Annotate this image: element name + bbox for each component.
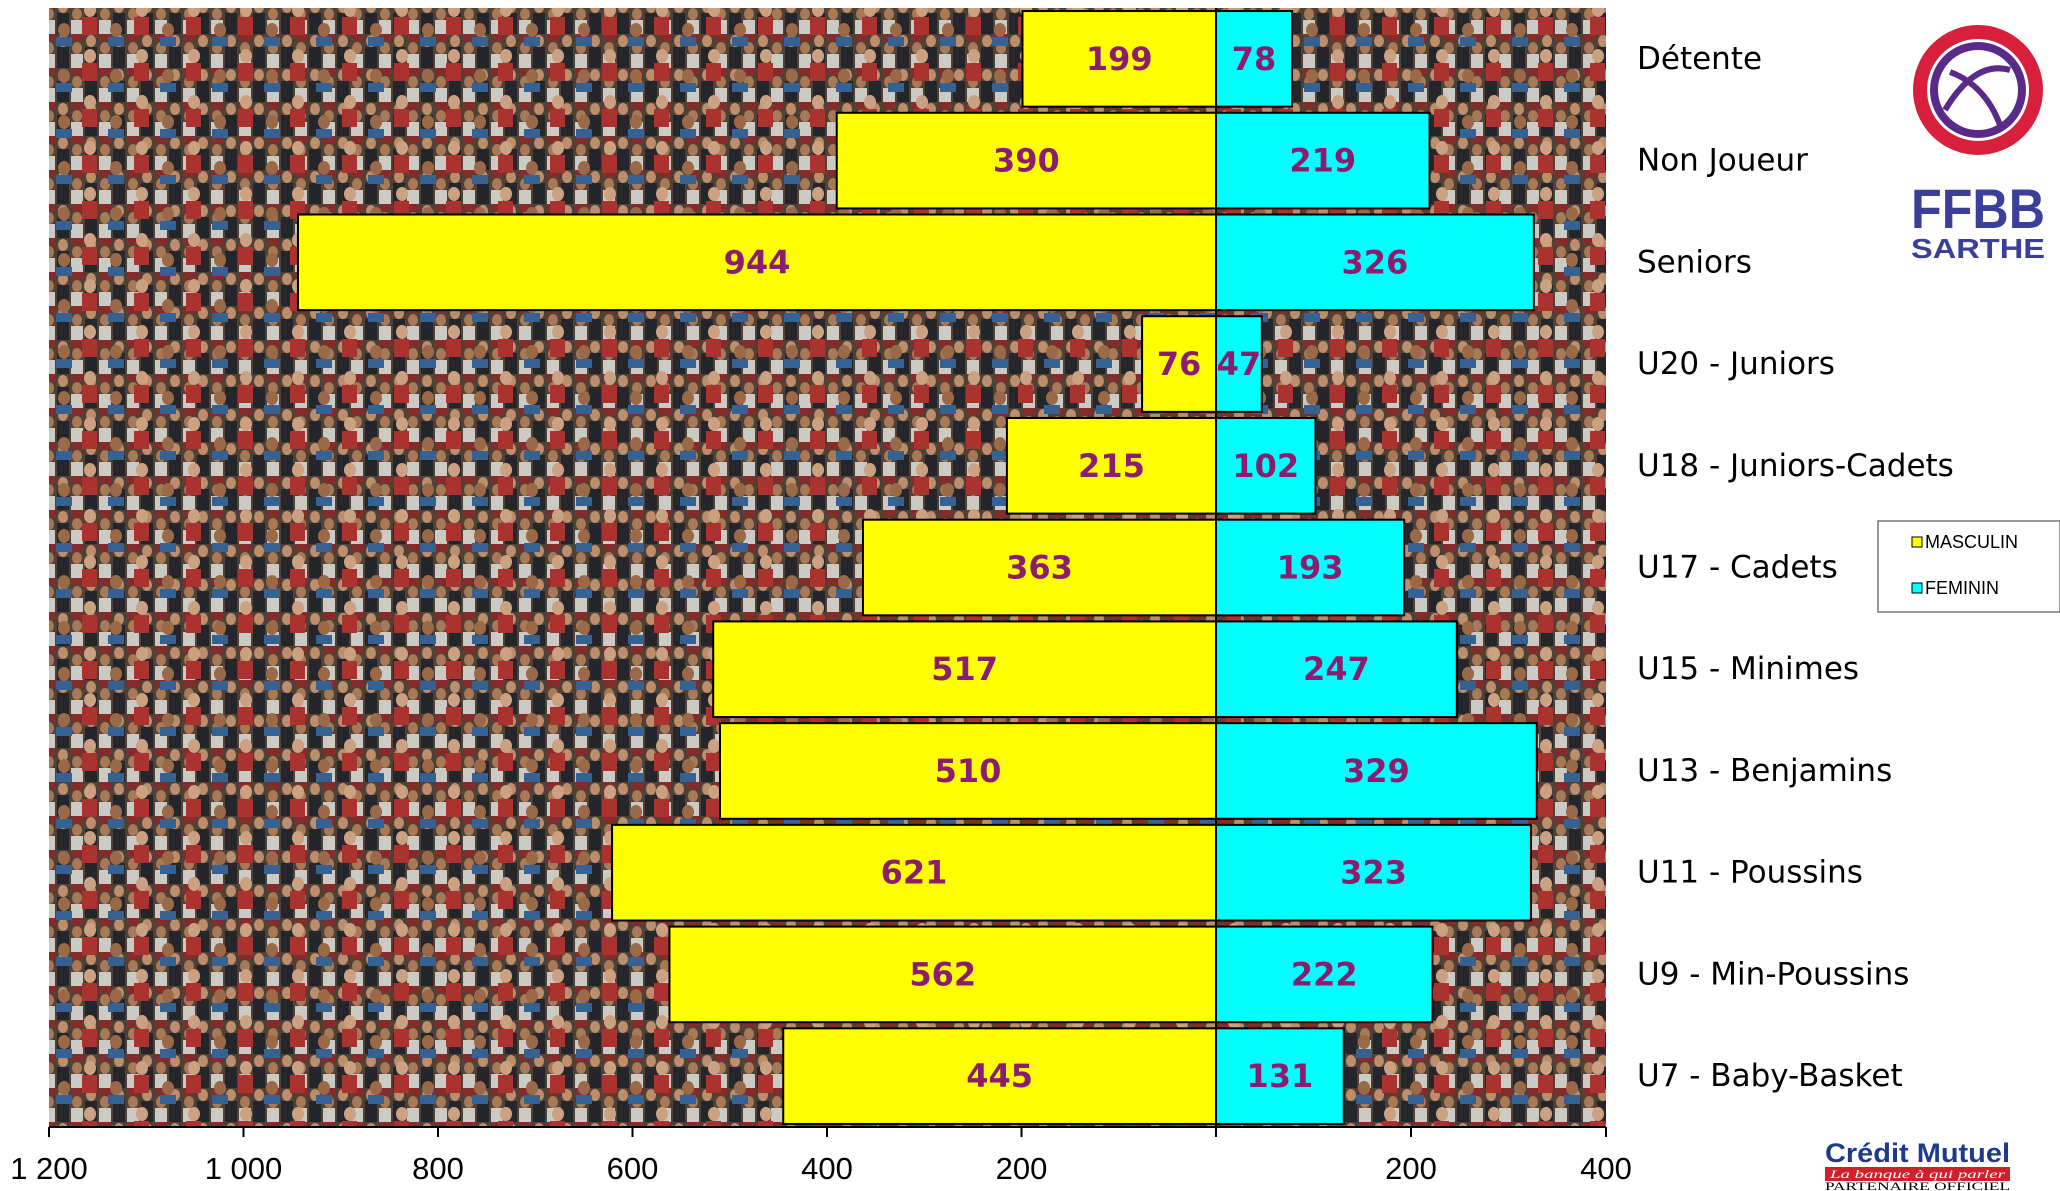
value-label-masculin-5: 363 [1006,549,1073,587]
bar-masculin-8 [611,823,1217,922]
bar-masculin-10 [782,1027,1217,1125]
tick-label-left-0: 1 200 [10,1151,88,1186]
value-label-feminin-6: 247 [1303,650,1370,688]
logo-line1: FFBB [1911,177,2045,240]
category-label-6: U15 - Minimes [1637,651,1859,687]
category-label-9: U9 - Min-Poussins [1637,956,1909,992]
bar-masculin-3 [1141,315,1217,413]
tick-label-left-5: 200 [996,1151,1048,1186]
tick-label-left-2: 800 [412,1151,464,1186]
bar-feminin-2 [1215,213,1535,312]
logo-line2: SARTHE [1911,233,2045,264]
value-label-masculin-10: 445 [966,1057,1033,1095]
bar-masculin-1 [835,111,1217,210]
value-label-masculin-8: 621 [881,854,948,892]
value-label-masculin-9: 562 [909,955,976,993]
tick-label-right-0: 200 [1385,1151,1437,1186]
sponsor-partner: PARTENAIRE OFFICIEL [1825,1179,2010,1191]
value-label-masculin-6: 517 [931,650,998,688]
category-label-0: Détente [1637,41,1762,77]
sponsor-name: Crédit Mutuel [1825,1138,2010,1168]
bar-masculin-5 [861,518,1217,617]
value-label-masculin-1: 390 [993,142,1060,180]
category-label-8: U11 - Poussins [1637,855,1863,891]
sponsor-tagline: La banque à qui parler [1828,1167,2005,1181]
legend: MASCULIN FEMININ [1877,520,2060,613]
bar-feminin-3 [1215,315,1263,413]
value-label-feminin-1: 219 [1289,142,1356,180]
value-label-feminin-5: 193 [1277,549,1344,587]
value-label-masculin-0: 199 [1086,40,1153,78]
x-axis-ticks: 1 200 1 000 800 600 400 200 200 400 [10,1127,1632,1186]
legend-label-masculin: MASCULIN [1925,532,2018,552]
bars [296,10,1538,1125]
legend-label-feminin: FEMININ [1925,578,1999,598]
bar-feminin-6 [1215,620,1458,719]
bar-masculin-7 [719,722,1218,820]
value-labels: 199 78 390 219 944 326 76 47 215 102 363 193 517 247 5… [724,40,1410,1095]
value-label-feminin-7: 329 [1343,752,1410,790]
bar-masculin-6 [712,620,1218,719]
value-label-feminin-8: 323 [1340,854,1407,892]
legend-swatch-masculin [1911,536,1923,548]
bar-feminin-5 [1215,518,1406,617]
tick-label-right-1: 400 [1580,1151,1632,1186]
bar-feminin-9 [1215,925,1434,1024]
tick-label-left-3: 600 [607,1151,659,1186]
bar-masculin-9 [668,925,1217,1024]
bar-feminin-8 [1215,823,1532,922]
tick-label-left-4: 400 [801,1151,853,1186]
value-label-masculin-7: 510 [935,752,1002,790]
value-label-feminin-10: 131 [1246,1057,1313,1095]
category-label-2: Seniors [1637,244,1752,280]
bar-feminin-7 [1215,722,1538,820]
value-label-feminin-2: 326 [1342,243,1409,281]
bar-masculin-2 [296,213,1217,312]
category-label-4: U18 - Juniors-Cadets [1637,448,1954,484]
legend-swatch-feminin [1911,582,1923,594]
credit-mutuel-logo: Crédit Mutuel La banque à qui parler PAR… [1825,1138,2010,1191]
value-label-feminin-3: 47 [1217,345,1262,383]
ffbb-logo: FFBB SARTHE [1911,25,2045,264]
sponsor-tagline-band [1825,1167,2010,1181]
bar-feminin-4 [1215,416,1317,515]
category-labels: Détente Non Joueur Seniors U20 - Juniors U18… [1637,41,1954,1094]
value-label-masculin-3: 76 [1157,345,1202,383]
category-label-1: Non Joueur [1637,143,1808,179]
category-label-7: U13 - Benjamins [1637,753,1892,789]
value-label-feminin-0: 78 [1232,40,1277,78]
category-label-3: U20 - Juniors [1637,346,1835,382]
bar-masculin-4 [1005,416,1217,515]
tick-label-left-1: 1 000 [205,1151,283,1186]
value-label-feminin-4: 102 [1232,447,1299,485]
bar-feminin-1 [1215,111,1431,210]
category-label-10: U7 - Baby-Basket [1637,1058,1903,1094]
category-label-5: U17 - Cadets [1637,550,1838,586]
value-label-masculin-2: 944 [724,243,791,281]
value-label-masculin-4: 215 [1078,447,1145,485]
value-label-feminin-9: 222 [1291,955,1358,993]
